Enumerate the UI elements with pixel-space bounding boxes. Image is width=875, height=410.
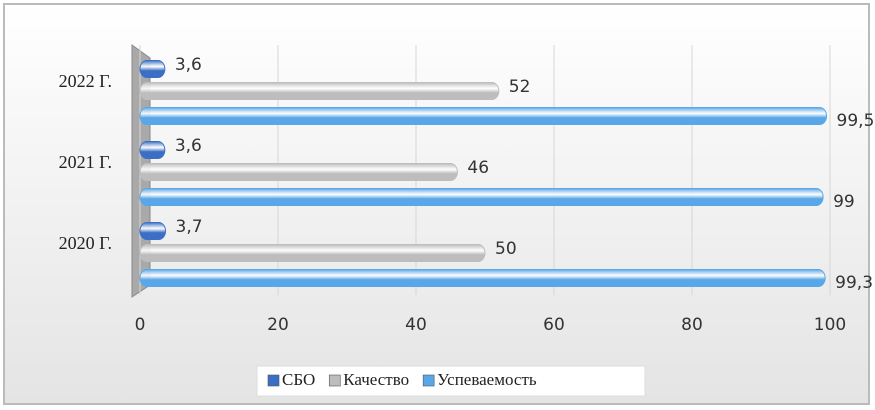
value-label: 99,5 [837,111,875,131]
value-label: 3,7 [176,217,203,237]
bar [139,60,166,78]
category-label: 2020 Г. [59,233,112,253]
legend-label: СБО [282,370,315,389]
bar [139,82,500,100]
bar [139,222,167,240]
category-label: 2022 Г. [59,71,112,91]
legend-label: Качество [343,370,409,389]
x-tick-label: 0 [135,315,146,335]
x-tick-label: 80 [681,315,703,335]
legend-label: Успеваемость [437,370,537,389]
value-label: 52 [509,77,531,97]
value-label: 50 [495,239,517,259]
bar [139,244,486,262]
x-tick-label: 60 [543,315,565,335]
value-label: 3,6 [175,55,202,75]
value-label: 99 [833,192,855,212]
bar [139,141,166,159]
bar [139,107,828,125]
category-label: 2021 Г. [59,152,112,172]
bar [139,163,458,181]
legend-swatch [267,374,280,387]
x-tick-label: 20 [267,315,289,335]
legend-swatch [422,374,435,387]
x-tick-label: 40 [405,315,427,335]
legend-swatch [328,374,341,387]
value-label: 99,3 [835,273,873,293]
value-label: 46 [467,158,489,178]
value-label: 3,6 [175,136,202,156]
x-tick-label: 100 [814,315,846,335]
bar [139,269,826,287]
legend-box [256,365,646,397]
bar [139,188,824,206]
